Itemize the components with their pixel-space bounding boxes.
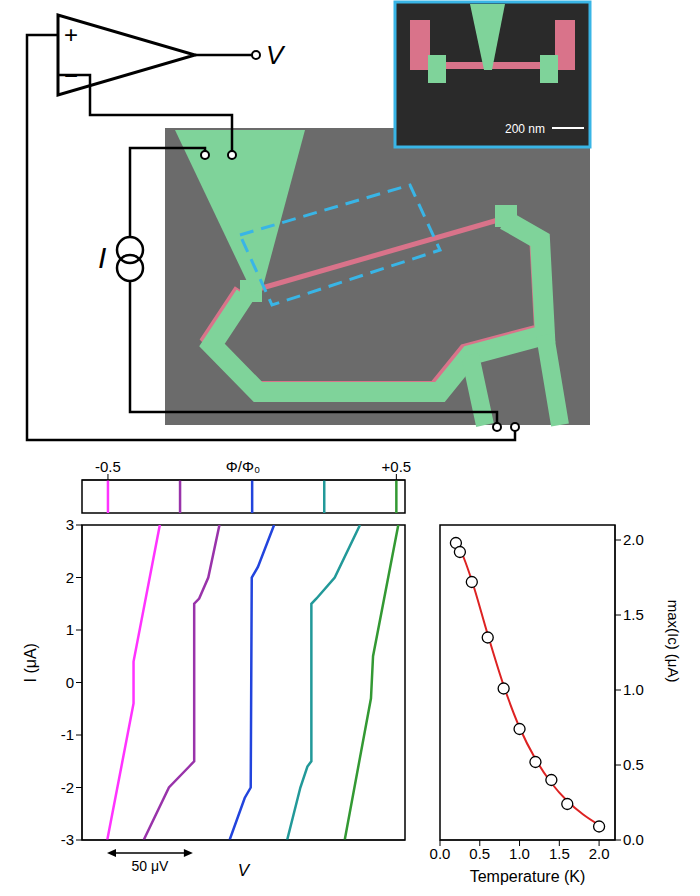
svg-text:50 μV: 50 μV <box>132 858 170 874</box>
svg-text:1.5: 1.5 <box>549 845 570 862</box>
svg-text:+: + <box>64 21 78 48</box>
svg-text:2.0: 2.0 <box>589 845 610 862</box>
svg-text:max(Ic) (μA): max(Ic) (μA) <box>665 600 682 683</box>
svg-text:0: 0 <box>66 674 74 691</box>
svg-text:0.5: 0.5 <box>469 845 490 862</box>
svg-text:200 nm: 200 nm <box>505 122 545 136</box>
svg-text:2: 2 <box>66 569 74 586</box>
svg-text:3: 3 <box>66 516 74 533</box>
svg-text:0.0: 0.0 <box>430 845 451 862</box>
svg-text:V: V <box>238 861 251 880</box>
svg-text:1.0: 1.0 <box>509 845 530 862</box>
svg-text:0.0: 0.0 <box>623 831 644 848</box>
svg-text:-2: -2 <box>61 779 74 796</box>
svg-text:Temperature (K): Temperature (K) <box>470 868 586 885</box>
svg-text:1.5: 1.5 <box>623 606 644 623</box>
svg-text:I (μA): I (μA) <box>22 643 39 682</box>
svg-text:1.0: 1.0 <box>623 681 644 698</box>
svg-text:-0.5: -0.5 <box>95 458 121 475</box>
svg-text:0.5: 0.5 <box>623 756 644 773</box>
svg-text:1: 1 <box>66 621 74 638</box>
svg-text:-1: -1 <box>61 726 74 743</box>
svg-text:I: I <box>98 241 106 274</box>
svg-text:2.0: 2.0 <box>623 531 644 548</box>
svg-text:-3: -3 <box>61 831 74 848</box>
html-text:Φ/Φ₀: Φ/Φ₀ <box>225 458 261 475</box>
svg-text:V: V <box>266 40 286 70</box>
svg-text:+0.5: +0.5 <box>382 458 412 475</box>
